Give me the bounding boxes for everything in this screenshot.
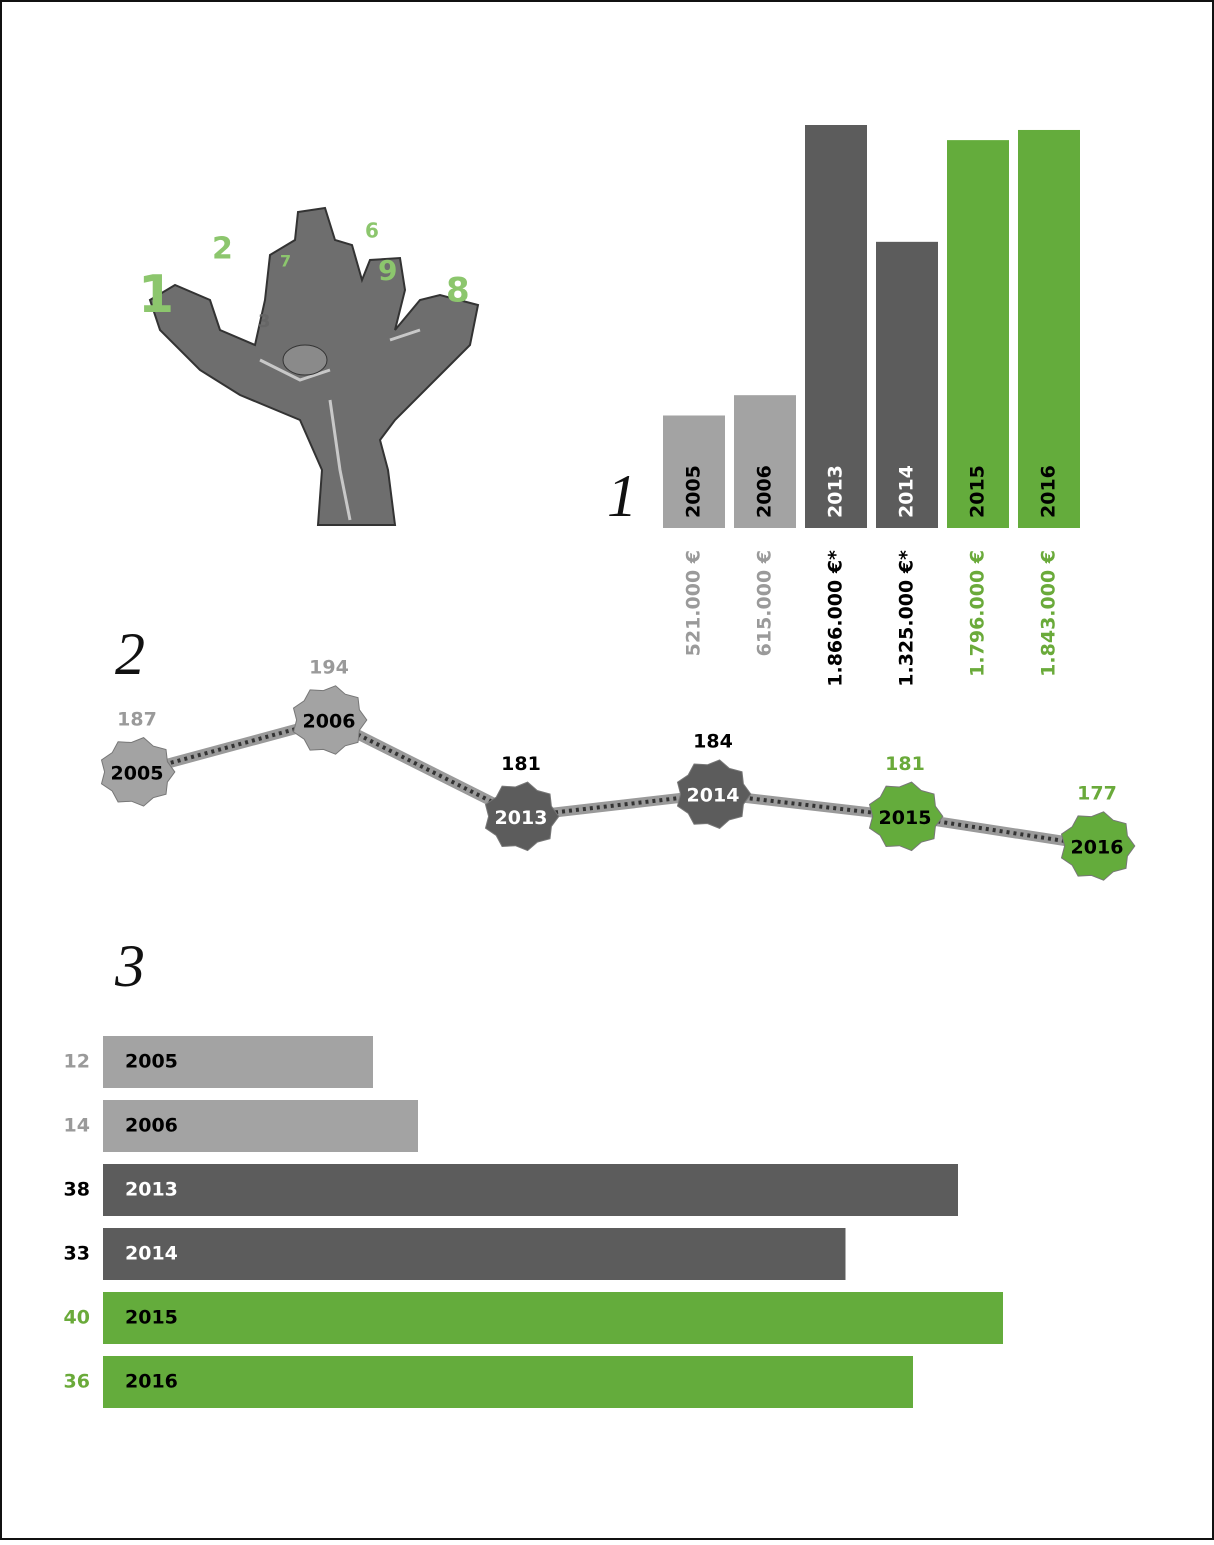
value-label: 1.843.000 € [1038,550,1060,677]
bar [805,125,867,528]
coral-texture [259,328,421,521]
value-label: 38 [64,1179,90,1201]
bar-year-label: 2016 [125,1371,178,1393]
bar [947,140,1009,528]
point-year-label: 2015 [879,807,932,829]
bar [734,395,796,528]
point-year-label: 2013 [495,807,548,829]
point-year-label: 2006 [303,711,356,733]
value-label: 521.000 € [683,550,705,656]
point-blob [676,759,752,829]
coral-polyp [282,344,328,376]
bar-year-label: 2015 [125,1307,178,1329]
illustration-label: 8 [446,271,470,311]
bar-year-label: 2006 [754,465,776,518]
bar-year-label: 2015 [967,465,989,518]
bar-year-label: 2014 [125,1243,178,1265]
coral-illustration [148,206,480,526]
bar [1018,129,1080,528]
illustration-label: 7 [280,252,291,271]
point-blob [1060,811,1136,881]
value-label: 181 [885,753,925,775]
value-label: 40 [64,1307,90,1329]
bar-year-label: 2014 [896,465,918,518]
bar-year-label: 2013 [125,1179,178,1201]
illustration-label: 1 [138,265,174,325]
value-label: 184 [693,731,733,753]
bar-year-label: 2006 [125,1115,178,1137]
value-label: 194 [309,657,349,679]
illustration-label: 9 [378,254,397,287]
value-label: 1.866.000 €* [825,550,847,687]
bar [103,1356,913,1408]
illustration-label: 3 [258,311,271,332]
value-label: 181 [501,753,541,775]
point-year-label: 2014 [687,785,740,807]
bar [103,1100,418,1152]
value-label: 1.796.000 € [967,550,989,677]
value-label: 177 [1077,783,1117,805]
value-label: 36 [64,1371,90,1393]
bar [103,1036,373,1088]
point-blob [292,685,368,755]
bar-year-label: 2013 [825,465,847,518]
bar-year-label: 2005 [125,1051,178,1073]
point-year-label: 2016 [1071,837,1124,859]
value-label: 187 [117,708,157,730]
point-blob [868,781,944,852]
point-blob [100,737,176,807]
illustration-label: 6 [365,219,379,243]
value-label: 33 [64,1243,90,1265]
point-year-label: 2005 [111,762,164,784]
chart-title: 1 [607,463,637,529]
bar [103,1228,846,1280]
bar [663,415,725,528]
bar [103,1292,1003,1344]
illustration-label: 2 [212,232,233,267]
bar-year-label: 2016 [1038,465,1060,518]
chart-title: 3 [114,933,145,999]
bar [876,241,938,528]
value-label: 14 [64,1115,90,1137]
value-label: 12 [64,1051,90,1073]
chart-title: 2 [115,621,145,687]
value-label: 1.325.000 €* [896,550,918,687]
bar-year-label: 2005 [683,465,705,518]
value-label: 615.000 € [754,550,776,656]
bar [103,1164,958,1216]
point-blob [484,781,560,852]
